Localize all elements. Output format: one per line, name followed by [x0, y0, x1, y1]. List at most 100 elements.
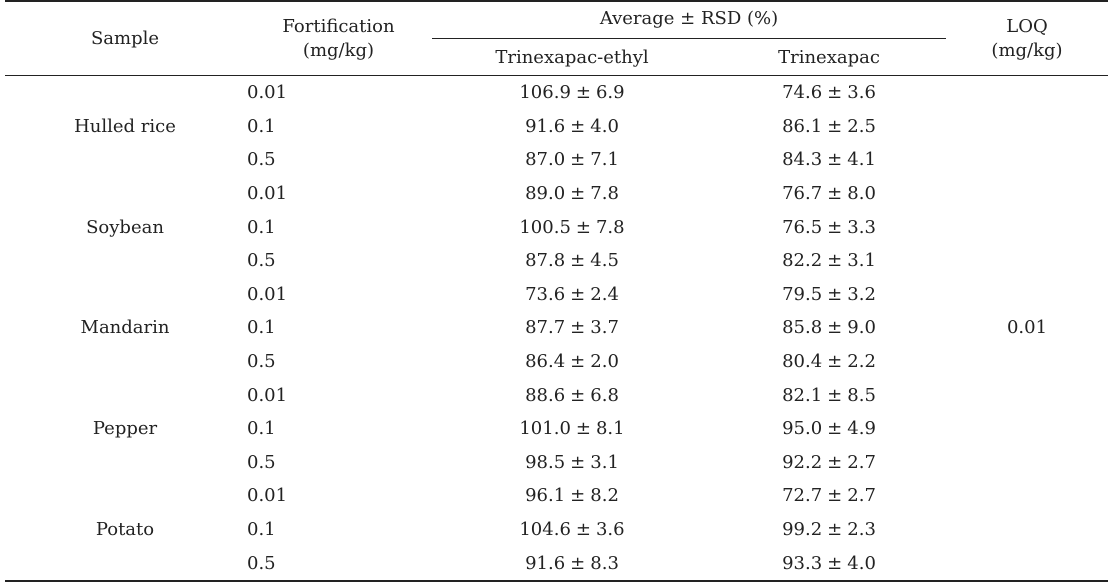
plus-minus-symbol: ±: [827, 250, 843, 272]
plus-minus-symbol: ±: [827, 519, 843, 541]
trinexapac-average: 86.1: [782, 115, 823, 137]
fortification-level: 0.5: [245, 546, 432, 581]
trinexapac-ethyl-rsd: 8.1: [595, 418, 625, 440]
fortification-level: 0.5: [245, 143, 432, 177]
plus-minus-symbol: ±: [827, 149, 843, 171]
header-sample: Sample: [90, 28, 160, 49]
fortification-value: 0.1: [247, 317, 276, 339]
plus-minus-symbol: ±: [575, 519, 591, 541]
plus-minus-symbol: ±: [570, 149, 586, 171]
header-loq-line1: LOQ: [1006, 15, 1048, 37]
trinexapac-recovery: 72.7 ±2.7: [712, 479, 946, 513]
table-row: Potato 0.01 96.1 ±8.2 72.7 ±2.7: [5, 479, 1108, 540]
table-row: 0.5 98.5 ±3.1 92.2 ±2.7: [5, 446, 1108, 480]
trinexapac-recovery: 85.8 ±9.0: [712, 311, 946, 345]
trinexapac-ethyl-average: 88.6: [525, 384, 566, 406]
trinexapac-recovery: 82.2 ±3.1: [712, 244, 946, 278]
trinexapac-rsd: 2.5: [847, 115, 876, 137]
trinexapac-recovery: 95.0 ±4.9: [712, 412, 946, 446]
plus-minus-symbol: ±: [570, 451, 586, 473]
trinexapac-ethyl-recovery: 104.6 ±3.6: [432, 513, 712, 547]
table-row: 0.5 86.4 ±2.0 80.4 ±2.2: [5, 345, 1108, 379]
trinexapac-ethyl-average: 100.5: [519, 216, 571, 238]
trinexapac-ethyl-recovery: 86.4 ±2.0: [432, 345, 712, 379]
trinexapac-recovery: 92.2 ±2.7: [712, 446, 946, 480]
trinexapac-ethyl-rsd: 7.8: [590, 183, 619, 205]
trinexapac-ethyl-recovery: 89.0 ±7.8: [432, 177, 712, 211]
trinexapac-ethyl-average: 104.6: [519, 519, 571, 541]
trinexapac-recovery: 74.6 ±3.6: [712, 74, 946, 110]
header-fortification-line1: Fortification: [282, 15, 395, 37]
trinexapac-ethyl-average: 96.1: [525, 485, 566, 507]
fortification-value: 0.1: [247, 418, 276, 440]
header-row-1: Sample Fortification (mg/kg) Average ± R…: [5, 2, 1108, 61]
fortification-value: 0.5: [247, 149, 276, 171]
plus-minus-symbol: ±: [570, 115, 586, 137]
fortification-level: 0.01: [245, 74, 432, 110]
fortification-level: 0.5: [245, 244, 432, 278]
header-loq: LOQ (mg/kg): [946, 2, 1108, 76]
trinexapac-ethyl-average: 91.6: [525, 115, 566, 137]
fortification-level: 0.1: [245, 110, 432, 144]
trinexapac-rsd: 8.5: [847, 384, 876, 406]
fortification-value: 0.01: [247, 82, 288, 104]
trinexapac-recovery: 82.1 ±8.5: [712, 378, 946, 412]
fortification-level: 0.01: [245, 177, 432, 211]
plus-minus-symbol: ±: [570, 317, 586, 339]
trinexapac-ethyl-average: 87.7: [525, 317, 566, 339]
plus-minus-symbol: ±: [570, 250, 586, 272]
fortification-level: 0.01: [245, 278, 432, 312]
plus-minus-symbol: ±: [827, 451, 843, 473]
fortification-value: 0.5: [247, 351, 276, 373]
fortification-value: 0.01: [247, 283, 288, 305]
fortification-level: 0.5: [245, 345, 432, 379]
trinexapac-ethyl-rsd: 3.6: [595, 519, 625, 541]
fortification-value: 0.5: [247, 451, 276, 473]
trinexapac-average: 93.3: [782, 552, 823, 574]
plus-minus-symbol: ±: [570, 351, 586, 373]
sample-name: Soybean: [86, 216, 164, 238]
table-row: 0.5 87.8 ±4.5 82.2 ±3.1: [5, 244, 1108, 278]
trinexapac-average: 80.4: [782, 351, 823, 373]
header-fortification: Fortification (mg/kg): [245, 2, 432, 76]
trinexapac-ethyl-rsd: 3.7: [590, 317, 619, 339]
trinexapac-ethyl-average: 91.6: [525, 552, 566, 574]
trinexapac-ethyl-recovery: 87.7 ±3.7: [432, 311, 712, 345]
header-average-rsd: Average ± RSD (%): [432, 2, 946, 39]
table-row: 0.1 101.0 ±8.1 95.0 ±4.9: [5, 412, 1108, 446]
trinexapac-average: 84.3: [782, 149, 823, 171]
trinexapac-ethyl-recovery: 73.6 ±2.4: [432, 278, 712, 312]
fortification-value: 0.1: [247, 519, 276, 541]
plus-minus-symbol: ±: [575, 216, 591, 238]
plus-minus-symbol: ±: [570, 552, 586, 574]
plus-minus-symbol: ±: [570, 485, 586, 507]
fortification-level: 0.1: [245, 311, 432, 345]
trinexapac-ethyl-average: 101.0: [519, 418, 571, 440]
trinexapac-ethyl-rsd: 7.1: [590, 149, 619, 171]
table-row: 0.1 104.6 ±3.6 99.2 ±2.3: [5, 513, 1108, 547]
trinexapac-recovery: 86.1 ±2.5: [712, 110, 946, 144]
trinexapac-rsd: 3.3: [847, 216, 876, 238]
recovery-table: Sample Fortification (mg/kg) Average ± R…: [5, 0, 1108, 582]
trinexapac-ethyl-average: 73.6: [525, 283, 566, 305]
fortification-value: 0.01: [247, 384, 288, 406]
sample-name: Hulled rice: [5, 74, 245, 177]
fortification-level: 0.1: [245, 412, 432, 446]
sample-name: Mandarin: [80, 317, 170, 339]
table-row: Soybean 0.01 89.0 ±7.8 76.7 ±8.0: [5, 177, 1108, 238]
trinexapac-ethyl-recovery: 96.1 ±8.2: [432, 479, 712, 513]
loq-value: 0.01: [946, 74, 1108, 581]
trinexapac-ethyl-average: 98.5: [525, 451, 566, 473]
plus-minus-symbol: ±: [575, 418, 591, 440]
fortification-value: 0.01: [247, 485, 288, 507]
trinexapac-average: 82.2: [782, 250, 823, 272]
trinexapac-ethyl-average: 86.4: [525, 351, 566, 373]
header-loq-line2: (mg/kg): [991, 39, 1063, 61]
trinexapac-average: 92.2: [782, 451, 823, 473]
trinexapac-rsd: 2.2: [847, 351, 876, 373]
trinexapac-ethyl-recovery: 91.6 ±8.3: [432, 546, 712, 581]
trinexapac-rsd: 4.0: [847, 552, 876, 574]
trinexapac-ethyl-rsd: 8.2: [590, 485, 619, 507]
trinexapac-rsd: 4.9: [847, 418, 876, 440]
